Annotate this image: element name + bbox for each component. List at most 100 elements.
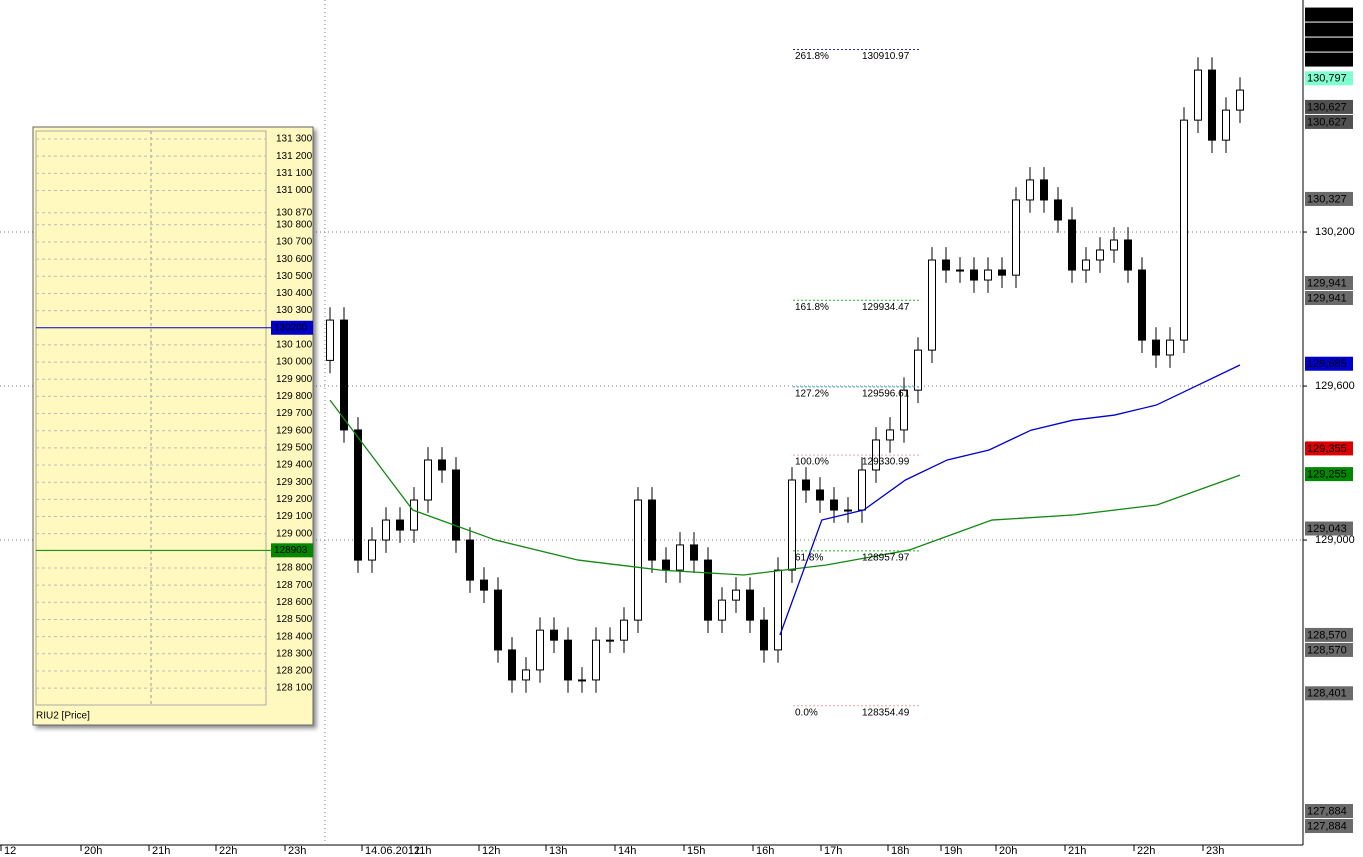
fib-label: 161.8% — [795, 302, 829, 313]
inset-tick-label: 129 400 — [276, 460, 313, 471]
candle-body — [676, 544, 684, 571]
candle-body — [1026, 179, 1034, 201]
x-tick-label: 21h — [152, 845, 170, 857]
x-tick-label: 19h — [944, 845, 962, 857]
inset-tick-label: 129 900 — [276, 374, 313, 385]
candle-body — [452, 469, 460, 541]
x-tick-label: 15h — [687, 845, 705, 857]
price-marker-label: 130,970 — [1307, 9, 1347, 21]
candle-body — [480, 579, 488, 591]
fib-price: 129934.47 — [862, 302, 910, 313]
price-marker — [1305, 99, 1353, 114]
price-marker — [1305, 804, 1353, 819]
fib-price: 129596.61 — [862, 389, 910, 400]
fib-label: 261.8% — [795, 51, 829, 62]
candle-body — [970, 269, 978, 281]
x-tick-label: 20h — [999, 845, 1017, 857]
candle-body — [354, 429, 362, 561]
price-marker — [1305, 22, 1353, 37]
price-marker — [1305, 191, 1353, 206]
candle-body — [900, 389, 908, 431]
price-marker-label: 130,627 — [1307, 101, 1347, 113]
candle-body — [438, 459, 446, 471]
price-marker-label: 130,627 — [1307, 116, 1347, 128]
y-tick-label: 130,200 — [1315, 226, 1355, 238]
price-marker-label: 127,884 — [1307, 805, 1347, 817]
candle-body — [494, 589, 502, 651]
candle-body — [1096, 249, 1104, 261]
candle-body — [942, 259, 950, 271]
candle-body — [788, 479, 796, 571]
candle-body — [998, 269, 1006, 276]
candle-body — [564, 639, 572, 681]
inset-level-box — [271, 543, 313, 558]
price-marker-label: 130,797 — [1307, 73, 1347, 85]
candle-body — [368, 539, 376, 561]
inset-tick-label: 131 200 — [276, 151, 313, 162]
inset-tick-label: 128 400 — [276, 631, 313, 642]
candle-body — [410, 499, 418, 531]
candle-body — [382, 519, 390, 541]
x-tick-label: 12 — [4, 845, 16, 857]
candle-body — [326, 319, 334, 361]
inset-tick-label: 129 800 — [276, 391, 313, 402]
price-marker-label: 129,355 — [1307, 443, 1347, 455]
price-marker-label: 130,327 — [1307, 193, 1347, 205]
inset-tick-label: 128 300 — [276, 648, 313, 659]
candle-body — [1012, 199, 1020, 276]
indicator-line — [779, 364, 1241, 636]
inset-tick-label: 128 700 — [276, 580, 313, 591]
candle-body — [1222, 109, 1230, 141]
x-tick-label: 12h — [482, 845, 500, 857]
candle-body — [550, 629, 558, 641]
inset-tick-label: 131 100 — [276, 168, 313, 179]
candle-body — [1054, 199, 1062, 221]
price-marker — [1305, 7, 1353, 22]
x-tick-label: 22h — [219, 845, 237, 857]
x-tick-label: 21h — [1068, 845, 1086, 857]
price-marker — [1305, 642, 1353, 657]
inset-tick-label: 130 400 — [276, 288, 313, 299]
inset-level-label: 130200 — [274, 322, 308, 333]
candle-body — [928, 259, 936, 351]
candle-body — [1236, 89, 1244, 111]
candle-body — [1124, 239, 1132, 271]
candle-body — [872, 439, 880, 471]
candle-body — [1180, 119, 1188, 341]
price-marker-label: 128,570 — [1307, 629, 1347, 641]
inset-level-label: 128903 — [274, 545, 308, 556]
candle-body — [340, 319, 348, 431]
inset-tick-label: 131 300 — [276, 134, 313, 145]
y-tick-label: 129,600 — [1315, 380, 1355, 392]
candle-body — [704, 559, 712, 621]
price-marker — [1305, 627, 1353, 642]
x-tick-label: 22h — [1137, 845, 1155, 857]
candle-body — [634, 499, 642, 621]
candle-body — [662, 559, 670, 571]
fib-label: 0.0% — [795, 707, 818, 718]
price-marker-label: 129,941 — [1307, 277, 1347, 289]
candle-body — [844, 509, 852, 512]
y-tick-label: 129,000 — [1315, 534, 1355, 546]
price-marker-label: 129,941 — [1307, 292, 1347, 304]
candle-body — [536, 629, 544, 671]
inset-level-box — [271, 320, 313, 335]
candle-body — [858, 469, 866, 511]
candle-body — [1082, 259, 1090, 271]
candle-body — [396, 519, 404, 531]
fib-price: 128354.49 — [862, 707, 910, 718]
inset-tick-label: 129 600 — [276, 425, 313, 436]
price-marker — [1305, 37, 1353, 52]
fib-label: 61.8% — [795, 552, 823, 563]
candle-body — [802, 479, 810, 491]
inset-tick-label: 129 500 — [276, 443, 313, 454]
candle-body — [760, 619, 768, 651]
candle-body — [816, 489, 824, 501]
x-tick-label: 14h — [618, 845, 636, 857]
candle-body — [508, 649, 516, 681]
inset-tick-label: 128 600 — [276, 597, 313, 608]
price-marker — [1305, 276, 1353, 291]
inset-tick-label: 129 700 — [276, 408, 313, 419]
price-marker-label: 128,570 — [1307, 644, 1347, 656]
